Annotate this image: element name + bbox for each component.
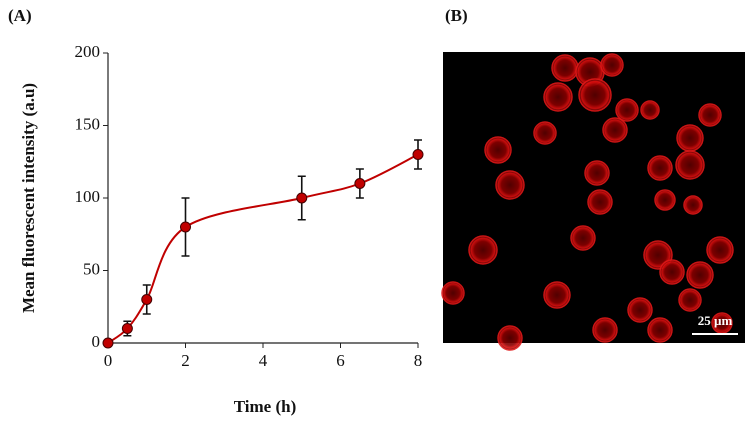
cell <box>584 160 610 186</box>
point <box>412 149 424 160</box>
panel-label: (B) <box>445 6 468 25</box>
cell <box>533 121 557 145</box>
x-axis-label: Time (h) <box>234 397 297 416</box>
point <box>296 192 308 204</box>
cell <box>543 82 573 112</box>
cell <box>676 124 704 152</box>
cell <box>587 189 613 215</box>
cell <box>675 150 705 180</box>
cell <box>706 236 734 264</box>
cell <box>659 259 685 285</box>
cell <box>495 170 525 200</box>
point <box>180 221 191 233</box>
x-tick-label: 4 <box>259 351 268 370</box>
cell <box>441 281 465 305</box>
cell <box>602 117 628 143</box>
y-tick-label: 150 <box>75 114 101 133</box>
y-tick-label: 100 <box>75 187 101 206</box>
point <box>141 294 153 305</box>
y-tick-label: 0 <box>92 332 101 351</box>
cell <box>698 103 722 127</box>
cell <box>497 325 523 351</box>
cell <box>647 155 673 181</box>
cell <box>570 225 596 251</box>
line <box>107 153 419 344</box>
x-tick-label: 6 <box>336 351 345 370</box>
point <box>102 337 114 349</box>
point <box>354 178 366 189</box>
cell <box>627 297 653 323</box>
cell <box>484 136 512 164</box>
y-axis-label: Mean fluorescent intensity (a.u) <box>19 83 38 313</box>
cell <box>686 261 714 289</box>
cell <box>683 195 703 215</box>
cell <box>543 281 571 309</box>
x-tick-label: 2 <box>181 351 190 370</box>
cell <box>615 98 639 122</box>
cell <box>600 53 624 77</box>
cell <box>551 54 579 82</box>
cell <box>592 317 618 343</box>
cell <box>678 288 702 312</box>
cell <box>468 235 498 265</box>
panel-label: (A) <box>8 6 32 25</box>
micrograph: 25 µm <box>441 52 745 351</box>
y-tick-label: 200 <box>75 42 101 61</box>
x-tick-label: 8 <box>414 351 423 370</box>
cell <box>654 189 676 211</box>
cell <box>578 78 612 112</box>
x-tick-label: 0 <box>104 351 113 370</box>
cell <box>640 100 660 120</box>
cell <box>647 317 673 343</box>
scale-bar-label: 25 µm <box>698 313 733 328</box>
y-tick-label: 50 <box>83 259 100 278</box>
point <box>121 323 133 334</box>
plot: 0 50 100 150 200 0 2 4 6 8 <box>75 42 424 370</box>
